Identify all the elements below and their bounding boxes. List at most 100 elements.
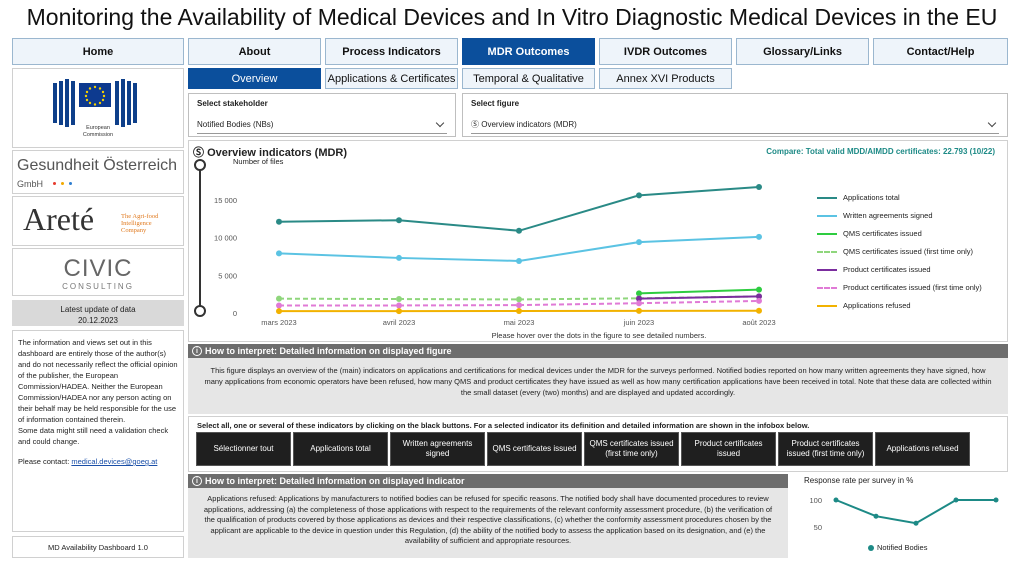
figure-dropdown[interactable]: Ⓢ Overview indicators (MDR) [471,116,999,134]
indicator-button-applications-refused[interactable]: Applications refused [875,432,970,466]
data-point[interactable] [756,286,762,293]
figure-s-icon: Ⓢ [471,120,479,129]
hover-note: Please hover over the dots in the figure… [491,331,707,340]
interpret-figure-header[interactable]: i How to interpret: Detailed information … [188,344,1008,358]
data-point[interactable] [516,308,522,315]
page-title: Monitoring the Availability of Medical D… [26,4,998,30]
response-legend: Notified Bodies [868,543,927,552]
data-point[interactable] [396,302,402,309]
x-tick-label: mai 2023 [504,318,535,327]
data-point[interactable] [396,308,402,315]
x-tick-label: avril 2023 [383,318,416,327]
legend-item[interactable]: Applications refused [817,301,911,310]
indicator-button-product-certificates-issued-first-time-only[interactable]: Product certificates issued (first time … [778,432,873,466]
slider-handle-top[interactable] [194,159,206,171]
nav-process-indicators[interactable]: Process Indicators [325,38,458,65]
data-point[interactable] [636,307,642,314]
nav-mdr-outcomes[interactable]: MDR Outcomes [462,38,595,65]
legend-item[interactable]: QMS certificates issued [817,229,922,238]
nav-ivdr-outcomes[interactable]: IVDR Outcomes [599,38,732,65]
legend-item[interactable]: Written agreements signed [817,211,933,220]
response-point[interactable] [833,497,839,503]
indicator-button-s-lectionner-tout[interactable]: Sélectionner tout [196,432,291,466]
legend-item[interactable]: Applications total [817,193,900,202]
response-point[interactable] [873,513,879,519]
legend-item[interactable]: Product certificates issued [817,265,931,274]
legend-label: Product certificates issued [843,265,931,274]
nav-glossary-links[interactable]: Glossary/Links [736,38,869,65]
data-point[interactable] [396,217,402,224]
data-point[interactable] [396,296,402,303]
indicator-prompt: Select all, one or several of these indi… [197,421,810,430]
civic-logo: CIVIC CONSULTING [12,248,184,296]
data-point[interactable] [276,250,282,257]
european-commission-logo-icon [53,79,137,127]
y-tick-label: 0 [233,309,237,318]
data-point[interactable] [636,295,642,302]
legend-swatch [817,268,837,271]
time-slider[interactable] [194,159,206,317]
data-point[interactable] [756,307,762,314]
response-point[interactable] [913,520,919,526]
chevron-down-icon [435,118,445,127]
data-point[interactable] [636,300,642,307]
data-point[interactable] [276,302,282,309]
nav-about[interactable]: About [188,38,321,65]
data-point[interactable] [756,293,762,300]
legend-item[interactable]: Product certificates issued (first time … [817,283,982,292]
data-point[interactable] [516,296,522,303]
x-tick-label: août 2023 [742,318,775,327]
slider-handle-bottom[interactable] [194,305,206,317]
interpret-indicator-header[interactable]: i How to interpret: Detailed information … [188,474,788,488]
indicator-button-written-agreements-signed[interactable]: Written agreements signed [390,432,485,466]
nav-contact-help[interactable]: Contact/Help [873,38,1008,65]
subtab-temporal-qualitative[interactable]: Temporal & Qualitative [462,68,595,89]
response-title: Response rate per survey in % [804,476,914,485]
legend-swatch [817,196,837,199]
interpret-figure-text: This figure displays an overview of the … [188,358,1008,414]
data-point[interactable] [636,239,642,246]
indicator-button-qms-certificates-issued-first-time-only[interactable]: QMS certificates issued (first time only… [584,432,679,466]
data-point[interactable] [636,290,642,297]
data-point[interactable] [756,233,762,240]
legend-swatch [817,304,837,307]
data-point[interactable] [396,254,402,261]
indicator-button-applications-total[interactable]: Applications total [293,432,388,466]
data-point[interactable] [756,184,762,191]
data-point[interactable] [276,295,282,302]
subtab-overview[interactable]: Overview [188,68,321,89]
ec-logo: European Commission [12,68,184,148]
legend-item[interactable]: QMS certificates issued (first time only… [817,247,973,256]
data-point[interactable] [516,302,522,309]
legend-label: Product certificates issued (first time … [843,283,982,292]
nav-home[interactable]: Home [12,38,184,65]
data-point[interactable] [516,257,522,264]
legend-label: QMS certificates issued (first time only… [843,247,974,256]
subtab-applications-certificates[interactable]: Applications & Certificates [325,68,458,89]
data-point[interactable] [276,308,282,315]
response-y-tick: 50 [814,523,822,532]
indicator-button-qms-certificates-issued[interactable]: QMS certificates issued [487,432,582,466]
legend-label: QMS certificates issued [843,229,922,238]
data-point[interactable] [516,227,522,234]
stakeholder-dropdown[interactable]: Notified Bodies (NBs) [197,116,447,134]
goeg-logo: Gesundheit Österreich GmbH [12,150,184,194]
data-point[interactable] [756,297,762,304]
response-point[interactable] [993,497,999,503]
chevron-down-icon [987,118,997,127]
response-rate-panel: Response rate per survey in % 100 50 Noti… [796,474,1008,558]
goeg-dots-icon [53,182,72,185]
stakeholder-selector: Select stakeholder Notified Bodies (NBs) [188,93,456,137]
data-point[interactable] [636,192,642,199]
indicator-button-product-certificates-issued[interactable]: Product certificates issued [681,432,776,466]
legend-swatch [817,286,837,289]
legend-swatch [817,250,837,253]
response-rate-chart: 100 50 [809,496,999,532]
contact-email-link[interactable]: medical.devices@goeg.at [71,457,158,466]
series-lines [276,184,762,315]
response-point[interactable] [953,497,959,503]
subtab-annex-xvi-products[interactable]: Annex XVI Products [599,68,732,89]
response-y-tick: 100 [809,496,822,505]
data-point[interactable] [276,218,282,225]
